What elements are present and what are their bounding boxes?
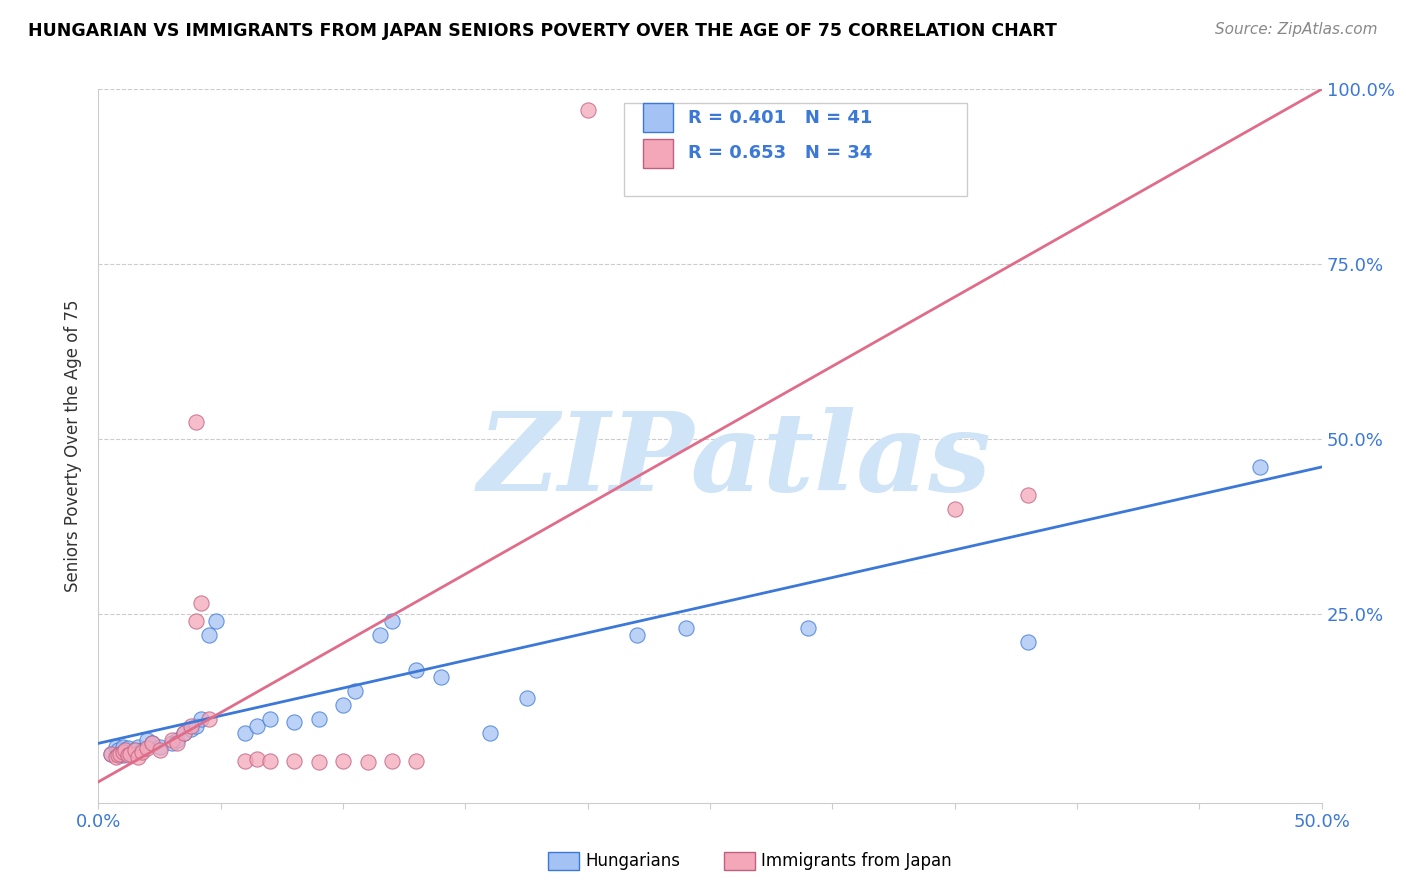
Text: Hungarians: Hungarians — [585, 852, 681, 870]
Point — [246, 719, 269, 733]
FancyBboxPatch shape — [643, 139, 673, 168]
Point — [100, 747, 122, 761]
Point — [259, 712, 281, 726]
Point — [430, 670, 453, 684]
Point — [136, 732, 159, 747]
Text: Immigrants from Japan: Immigrants from Japan — [761, 852, 952, 870]
Point — [160, 732, 183, 747]
Point — [259, 754, 281, 768]
Point — [478, 726, 501, 740]
Point — [1017, 635, 1039, 649]
Point — [626, 628, 648, 642]
Point — [943, 502, 966, 516]
Point — [233, 726, 256, 740]
Point — [136, 741, 159, 756]
Point — [131, 743, 153, 757]
Point — [141, 736, 163, 750]
Point — [110, 747, 132, 761]
Text: R = 0.401   N = 41: R = 0.401 N = 41 — [688, 109, 872, 127]
Point — [283, 754, 305, 768]
Point — [308, 712, 330, 726]
Point — [111, 748, 134, 763]
Point — [131, 746, 153, 760]
Point — [127, 749, 149, 764]
Point — [127, 739, 149, 754]
Point — [283, 715, 305, 730]
Point — [576, 103, 599, 118]
Point — [180, 723, 202, 737]
Point — [120, 747, 142, 761]
Text: HUNGARIAN VS IMMIGRANTS FROM JAPAN SENIORS POVERTY OVER THE AGE OF 75 CORRELATIO: HUNGARIAN VS IMMIGRANTS FROM JAPAN SENIO… — [28, 22, 1057, 40]
Point — [332, 698, 354, 712]
Point — [149, 739, 172, 754]
Point — [107, 748, 129, 763]
Point — [117, 748, 139, 763]
Point — [190, 596, 212, 610]
Point — [117, 741, 139, 756]
Point — [111, 746, 134, 760]
Point — [120, 747, 142, 761]
Point — [124, 743, 146, 757]
Point — [180, 719, 202, 733]
Point — [186, 719, 208, 733]
Point — [381, 614, 404, 628]
Point — [1249, 460, 1271, 475]
Y-axis label: Seniors Poverty Over the Age of 75: Seniors Poverty Over the Age of 75 — [65, 300, 83, 592]
Point — [233, 754, 256, 768]
Point — [111, 739, 134, 754]
Text: ZIPatlas: ZIPatlas — [478, 407, 991, 514]
Point — [205, 614, 228, 628]
Point — [149, 743, 172, 757]
Point — [1017, 488, 1039, 502]
Point — [107, 743, 129, 757]
Point — [515, 690, 537, 705]
Point — [190, 712, 212, 726]
Point — [797, 621, 820, 635]
Point — [166, 736, 188, 750]
Point — [197, 712, 219, 726]
Point — [124, 743, 146, 757]
Point — [114, 743, 136, 757]
Point — [114, 746, 136, 760]
Point — [100, 747, 122, 761]
Point — [368, 628, 391, 642]
Point — [110, 747, 132, 761]
Point — [141, 736, 163, 750]
Point — [308, 756, 330, 770]
Point — [186, 614, 208, 628]
Point — [197, 628, 219, 642]
Point — [104, 750, 127, 764]
Point — [104, 739, 127, 754]
Point — [173, 726, 195, 740]
Point — [166, 732, 188, 747]
Text: Source: ZipAtlas.com: Source: ZipAtlas.com — [1215, 22, 1378, 37]
Point — [186, 415, 208, 429]
Point — [405, 754, 427, 768]
Point — [356, 756, 378, 770]
Point — [675, 621, 697, 635]
Point — [246, 752, 269, 766]
Point — [405, 663, 427, 677]
Point — [381, 754, 404, 768]
FancyBboxPatch shape — [643, 103, 673, 132]
Point — [344, 684, 367, 698]
Point — [332, 754, 354, 768]
Point — [160, 736, 183, 750]
FancyBboxPatch shape — [624, 103, 967, 196]
Text: R = 0.653   N = 34: R = 0.653 N = 34 — [688, 145, 872, 162]
Point — [173, 726, 195, 740]
